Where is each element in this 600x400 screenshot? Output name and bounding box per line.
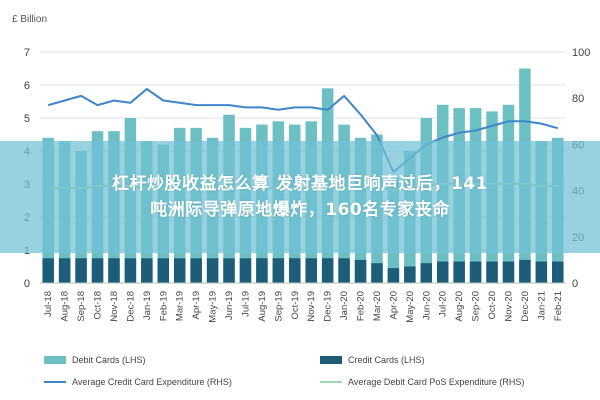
x-tick-label: Jan-21 <box>536 291 547 320</box>
credit-card-bar <box>75 258 87 283</box>
credit-card-bar <box>404 266 416 283</box>
credit-card-bar <box>502 261 515 283</box>
banner-line-1: 杠杆炒股收益怎么算 发射基地巨响声过后，141 <box>112 174 488 194</box>
left-tick-label: 6 <box>24 80 30 92</box>
overlay-banner: 杠杆炒股收益怎么算 发射基地巨响声过后，141 吨洲际导弹原地爆炸，160名专家… <box>0 141 600 253</box>
credit-card-bar <box>371 263 383 283</box>
legend-swatch-credit <box>320 356 342 364</box>
banner-line-2: 吨洲际导弹原地爆炸，160名专家丧命 <box>150 200 450 220</box>
credit-card-bar <box>223 258 235 283</box>
legend-item-debit-cards: Debit Cards (LHS) <box>44 355 146 365</box>
x-tick-label: Feb-20 <box>356 291 367 321</box>
credit-card-bar <box>354 259 367 283</box>
x-tick-label: Aug-18 <box>60 291 71 322</box>
x-tick-label: Jan-20 <box>339 291 350 320</box>
legend-label-avg-debit: Average Debit Card PoS Expenditure (RHS) <box>348 377 525 387</box>
credit-card-bar <box>535 261 548 283</box>
credit-card-bar <box>108 258 120 283</box>
credit-card-bar <box>58 258 71 283</box>
left-axis-unit: £ Billion <box>12 14 47 25</box>
x-tick-label: Dec-19 <box>323 291 334 322</box>
credit-card-bar <box>436 261 449 283</box>
credit-card-bar <box>519 259 531 283</box>
left-tick-label: 0 <box>24 278 30 290</box>
x-tick-label: Apr-19 <box>191 291 202 320</box>
x-tick-label: Jul-20 <box>438 291 449 317</box>
credit-card-bar <box>453 261 465 283</box>
credit-card-bar <box>289 258 301 283</box>
credit-card-bar <box>321 258 334 283</box>
credit-card-bar <box>42 258 54 283</box>
avg-credit-expenditure-line <box>47 88 559 174</box>
x-tick-label: Aug-19 <box>257 291 268 322</box>
x-tick-label: Feb-19 <box>158 291 169 321</box>
legend-item-avg-credit: Average Credit Card Expenditure (RHS) <box>44 377 232 387</box>
x-tick-label: Oct-20 <box>487 291 498 320</box>
credit-card-bar <box>124 258 137 283</box>
credit-card-bar <box>141 258 153 283</box>
x-tick-label: Feb-21 <box>553 291 564 321</box>
x-tick-label: Sep-20 <box>471 291 482 322</box>
x-tick-label: Sep-18 <box>76 291 87 322</box>
right-tick-label: 0 <box>572 278 578 290</box>
left-tick-label: 7 <box>24 47 30 59</box>
credit-card-bar <box>256 258 268 283</box>
x-tick-label: Nov-20 <box>503 291 514 322</box>
x-tick-label: Oct-18 <box>93 291 104 320</box>
x-tick-label: Nov-18 <box>109 291 120 322</box>
credit-card-bar <box>305 258 317 283</box>
legend-swatch-avg-credit <box>44 381 66 383</box>
x-tick-label: Jun-20 <box>421 291 432 320</box>
x-tick-label: Aug-20 <box>454 291 465 322</box>
credit-card-bar <box>239 258 252 283</box>
right-tick-label: 100 <box>572 47 590 59</box>
x-tick-label: Jan-19 <box>142 291 153 320</box>
credit-card-bar <box>387 268 400 283</box>
x-tick-label: Apr-20 <box>388 291 399 320</box>
credit-card-bar <box>173 258 186 283</box>
x-tick-label: May-20 <box>405 291 416 323</box>
legend-label-credit: Credit Cards (LHS) <box>348 355 425 365</box>
x-tick-label: Dec-20 <box>520 291 531 322</box>
legend-label-avg-credit: Average Credit Card Expenditure (RHS) <box>72 377 232 387</box>
legend-label-debit: Debit Cards (LHS) <box>72 355 146 365</box>
credit-card-bar <box>91 258 104 283</box>
x-tick-label: Mar-19 <box>175 291 186 321</box>
credit-card-bar <box>552 261 564 283</box>
credit-card-bar <box>272 258 285 283</box>
credit-card-bar <box>469 261 482 283</box>
left-tick-label: 5 <box>24 113 30 125</box>
x-tick-label: Sep-19 <box>273 291 284 322</box>
credit-card-bar <box>206 258 219 283</box>
x-tick-label: Jun-19 <box>224 291 235 320</box>
x-tick-label: Dec-18 <box>125 291 136 322</box>
x-tick-label: Nov-19 <box>306 291 317 322</box>
legend-swatch-avg-debit <box>320 381 342 383</box>
credit-card-bar <box>486 261 498 283</box>
x-tick-label: Mar-20 <box>372 291 383 321</box>
credit-card-bar <box>338 258 350 283</box>
x-tick-label: Jul-19 <box>240 291 251 317</box>
x-tick-label: Jul-18 <box>43 291 54 317</box>
right-tick-label: 80 <box>572 93 584 105</box>
x-tick-label: Oct-19 <box>290 291 301 320</box>
legend-swatch-debit <box>44 356 66 364</box>
legend-item-avg-debit: Average Debit Card PoS Expenditure (RHS) <box>320 377 524 387</box>
credit-card-bar <box>157 258 170 283</box>
legend-item-credit-cards: Credit Cards (LHS) <box>320 355 425 365</box>
x-tick-label: May-19 <box>208 291 219 323</box>
credit-card-bar <box>190 258 202 283</box>
credit-card-bar <box>420 263 433 283</box>
